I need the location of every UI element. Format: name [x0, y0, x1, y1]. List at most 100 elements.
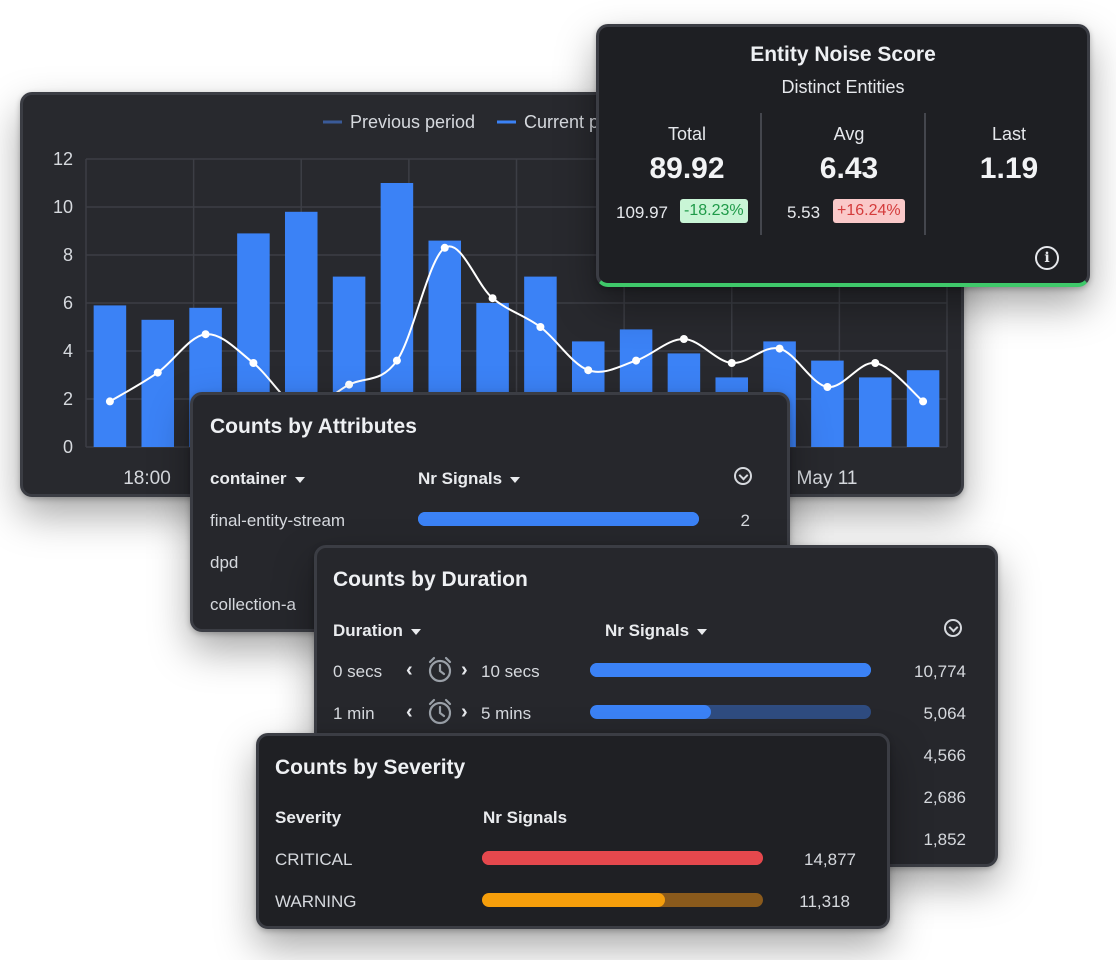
container-column-header[interactable]: container: [210, 469, 305, 489]
line-point: [584, 366, 593, 375]
duration-row-bar: [590, 705, 871, 719]
line-point: [153, 368, 162, 377]
line-point: [775, 344, 784, 353]
line-point: [249, 359, 258, 367]
severity-row-bar-fill: [482, 893, 665, 907]
nr-signals-column-label: Nr Signals: [605, 621, 690, 640]
avg-label: Avg: [833, 124, 865, 144]
total-value: 89.92: [649, 152, 725, 185]
nr-signals-column-label: Nr Signals: [418, 469, 503, 488]
line-point: [488, 294, 497, 303]
kpi-divider: [924, 113, 926, 235]
chevron-right-icon[interactable]: ›: [461, 701, 468, 723]
chevron-down-circle-icon[interactable]: [734, 467, 752, 485]
y-tick-label: 4: [63, 341, 73, 361]
total-prev: 109.97: [616, 203, 668, 222]
caret-down-icon: [697, 628, 708, 635]
severity-title: Counts by Severity: [275, 756, 466, 779]
attributes-title: Counts by Attributes: [210, 415, 417, 438]
y-tick-label: 8: [63, 245, 73, 265]
attribute-row-label: final-entity-stream: [210, 511, 346, 530]
severity-row-bar-fill: [482, 851, 763, 865]
duration-row-bar-fill: [590, 663, 871, 677]
duration-from: 0 secs: [333, 662, 383, 681]
line-point: [727, 359, 736, 367]
y-tick-label: 2: [63, 389, 73, 409]
line-point: [392, 356, 401, 365]
chevron-left-icon[interactable]: ‹: [406, 701, 413, 723]
y-tick-label: 12: [53, 149, 73, 169]
caret-down-icon: [410, 628, 421, 635]
last-label: Last: [991, 124, 1027, 144]
duration-row-bar-fill: [590, 705, 711, 719]
x-tick-label: May 11: [797, 468, 858, 489]
line-point: [632, 356, 641, 365]
line-point: [536, 323, 545, 331]
y-tick-label: 10: [53, 197, 73, 217]
caret-down-icon: [510, 476, 521, 483]
duration-row-value: 4,566: [923, 746, 966, 765]
avg-change-badge: +16.24%: [833, 199, 905, 223]
severity-row-value: 11,318: [799, 892, 850, 911]
total-change-badge: -18.23%: [680, 199, 748, 223]
chevron-right-icon[interactable]: ›: [461, 659, 468, 681]
bar: [858, 377, 892, 447]
alarm-clock-icon: [428, 656, 452, 683]
x-tick-label: 18:00: [123, 468, 171, 489]
chevron-left-icon[interactable]: ‹: [406, 659, 413, 681]
noise-title: Entity Noise Score: [750, 43, 936, 66]
attribute-row-label: collection-a: [210, 595, 296, 614]
severity-row-value: 14,877: [804, 850, 856, 869]
nr-signals-column-header[interactable]: Nr Signals: [483, 808, 568, 827]
legend-label: Previous period: [350, 112, 475, 132]
severity-column-header[interactable]: Severity: [275, 808, 342, 827]
line-point: [679, 335, 688, 343]
noise-subtitle: Distinct Entities: [781, 77, 905, 97]
severity-row-label: WARNING: [275, 892, 357, 911]
duration-from: 1 min: [333, 704, 375, 723]
duration-row-value: 1,852: [923, 830, 966, 849]
bar: [811, 360, 844, 447]
last-value: 1.19: [979, 152, 1039, 185]
counts-by-attributes-card: Counts by Attributes container Nr Signal…: [190, 392, 790, 632]
duration-row-value: 10,774: [914, 662, 966, 681]
duration-row-value: 2,686: [923, 788, 966, 807]
line-point: [105, 397, 114, 406]
alarm-clock-icon: [428, 698, 452, 725]
duration-to: 5 mins: [481, 704, 532, 723]
duration-column-header[interactable]: Duration: [333, 621, 421, 641]
y-tick-label: 6: [63, 293, 73, 313]
duration-row-bar: [590, 663, 871, 677]
container-column-label: container: [210, 469, 287, 488]
line-point: [919, 397, 928, 406]
chevron-down-circle-icon[interactable]: [944, 619, 962, 637]
line-point: [440, 243, 449, 252]
severity-row-bar: [482, 851, 763, 865]
attribute-row-bar-fill: [418, 512, 699, 526]
entity-noise-card: Entity Noise Score Distinct Entities Tot…: [596, 24, 1090, 287]
severity-row-label: CRITICAL: [275, 850, 353, 869]
attribute-row-bar: [418, 512, 699, 526]
counts-by-severity-card: Counts by Severity Severity Nr Signals C…: [256, 733, 890, 929]
legend-label: Current p: [524, 112, 599, 132]
attribute-row-label: dpd: [210, 553, 239, 572]
nr-signals-column-header[interactable]: Nr Signals: [605, 621, 708, 641]
duration-row-value: 5,064: [923, 704, 966, 723]
avg-prev: 5.53: [787, 203, 821, 222]
total-label: Total: [667, 124, 707, 144]
duration-column-label: Duration: [333, 621, 403, 640]
line-point: [871, 359, 880, 367]
line-point: [345, 380, 354, 389]
bar: [906, 370, 940, 447]
attribute-row-value: 2: [740, 511, 750, 530]
bar: [141, 319, 175, 447]
line-point: [201, 330, 210, 339]
duration-title: Counts by Duration: [333, 568, 528, 591]
info-icon[interactable]: i: [1035, 246, 1059, 270]
nr-signals-column-header[interactable]: Nr Signals: [418, 469, 521, 489]
duration-to: 10 secs: [481, 662, 540, 681]
bar: [93, 305, 127, 447]
avg-value: 6.43: [819, 152, 879, 185]
line-point: [823, 383, 832, 391]
y-tick-label: 0: [63, 437, 73, 457]
